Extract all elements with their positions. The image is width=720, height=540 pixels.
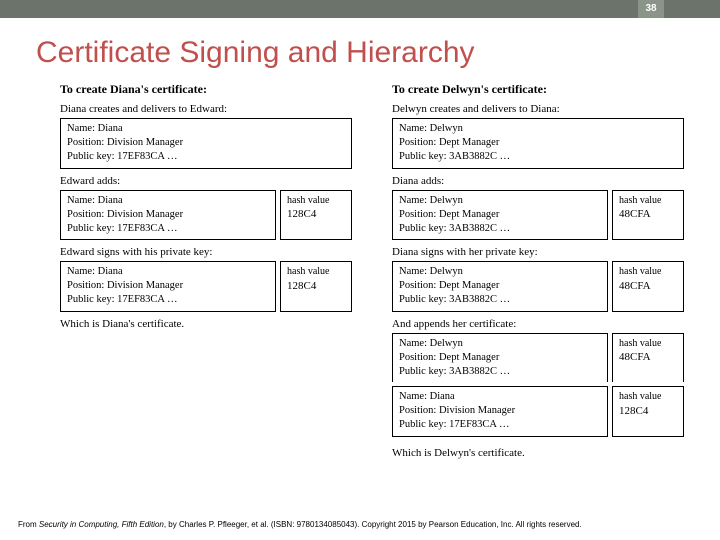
right-card4a: Name: Delwyn Position: Dept Manager Publ… [392,333,608,383]
right-step5-caption: Which is Delwyn's certificate. [392,447,684,459]
right-step3-caption: Diana signs with her private key: [392,246,684,258]
right-card2: Name: Delwyn Position: Dept Manager Publ… [392,190,608,241]
right-header: To create Delwyn's certificate: [392,82,684,97]
left-card1: Name: Diana Position: Division Manager P… [60,118,352,169]
card-position: Position: Division Manager [67,136,345,150]
hash-label: hash value [619,265,677,279]
hash-label: hash value [619,337,677,351]
hash-value: 128C4 [287,207,345,222]
card-position: Position: Dept Manager [399,136,677,150]
right-card2-row: Name: Delwyn Position: Dept Manager Publ… [392,190,684,241]
footer-citation: From Security in Computing, Fifth Editio… [18,520,702,530]
left-hash2: hash value 128C4 [280,190,352,241]
hash-value: 128C4 [619,404,677,419]
left-column: To create Diana's certificate: Diana cre… [60,82,352,462]
hash-label: hash value [619,194,677,208]
hash-label: hash value [287,194,345,208]
card-key: Public key: 3AB3882C … [399,150,677,164]
slide-title: Certificate Signing and Hierarchy [36,36,720,70]
footer-prefix: From [18,520,39,529]
hash-value: 48CFA [619,279,677,294]
hash-label: hash value [619,390,677,404]
card-position: Position: Dept Manager [399,279,601,293]
left-header: To create Diana's certificate: [60,82,352,97]
right-hash4b: hash value 128C4 [612,386,684,437]
right-hash2: hash value 48CFA [612,190,684,241]
card-name: Name: Delwyn [399,265,601,279]
right-card4b: Name: Diana Position: Division Manager P… [392,386,608,437]
card-key: Public key: 3AB3882C … [399,293,601,307]
right-card4b-row: Name: Diana Position: Division Manager P… [392,386,684,437]
card-key: Public key: 17EF83CA … [67,150,345,164]
right-step4-caption: And appends her certificate: [392,318,684,330]
slide-page: 38 Certificate Signing and Hierarchy To … [0,0,720,540]
left-card1-row: Name: Diana Position: Division Manager P… [60,118,352,169]
card-position: Position: Division Manager [67,279,269,293]
hash-value: 128C4 [287,279,345,294]
hash-label: hash value [287,265,345,279]
card-name: Name: Delwyn [399,194,601,208]
hash-value: 48CFA [619,207,677,222]
left-hash3: hash value 128C4 [280,261,352,312]
left-card2: Name: Diana Position: Division Manager P… [60,190,276,241]
content-columns: To create Diana's certificate: Diana cre… [0,82,720,462]
right-step2-caption: Diana adds: [392,175,684,187]
right-stacked-certs: Name: Delwyn Position: Dept Manager Publ… [392,333,684,441]
card-key: Public key: 3AB3882C … [399,222,601,236]
footer-book: Security in Computing, Fifth Edition [39,520,164,529]
page-number: 38 [638,0,664,18]
card-position: Position: Dept Manager [399,208,601,222]
left-card2-row: Name: Diana Position: Division Manager P… [60,190,352,241]
left-step2-caption: Edward adds: [60,175,352,187]
footer-rest: , by Charles P. Pfleeger, et al. (ISBN: … [164,520,582,529]
card-name: Name: Diana [67,194,269,208]
left-step3-caption: Edward signs with his private key: [60,246,352,258]
right-hash4a: hash value 48CFA [612,333,684,383]
right-card1: Name: Delwyn Position: Dept Manager Publ… [392,118,684,169]
left-step4-caption: Which is Diana's certificate. [60,318,352,330]
card-name: Name: Diana [67,265,269,279]
right-step1-caption: Delwyn creates and delivers to Diana: [392,103,684,115]
card-name: Name: Delwyn [399,122,677,136]
right-card4a-row: Name: Delwyn Position: Dept Manager Publ… [392,333,684,383]
left-step1-caption: Diana creates and delivers to Edward: [60,103,352,115]
right-card1-row: Name: Delwyn Position: Dept Manager Publ… [392,118,684,169]
card-name: Name: Delwyn [399,337,601,351]
top-bar: 38 [0,0,720,18]
card-position: Position: Dept Manager [399,351,601,365]
right-hash3: hash value 48CFA [612,261,684,312]
right-card3-row: Name: Delwyn Position: Dept Manager Publ… [392,261,684,312]
right-card3: Name: Delwyn Position: Dept Manager Publ… [392,261,608,312]
card-key: Public key: 3AB3882C … [399,365,601,379]
left-card3-row: Name: Diana Position: Division Manager P… [60,261,352,312]
card-name: Name: Diana [399,390,601,404]
right-column: To create Delwyn's certificate: Delwyn c… [392,82,684,462]
card-position: Position: Division Manager [67,208,269,222]
card-position: Position: Division Manager [399,404,601,418]
card-key: Public key: 17EF83CA … [67,222,269,236]
card-key: Public key: 17EF83CA … [399,418,601,432]
card-name: Name: Diana [67,122,345,136]
card-key: Public key: 17EF83CA … [67,293,269,307]
left-card3: Name: Diana Position: Division Manager P… [60,261,276,312]
hash-value: 48CFA [619,350,677,365]
